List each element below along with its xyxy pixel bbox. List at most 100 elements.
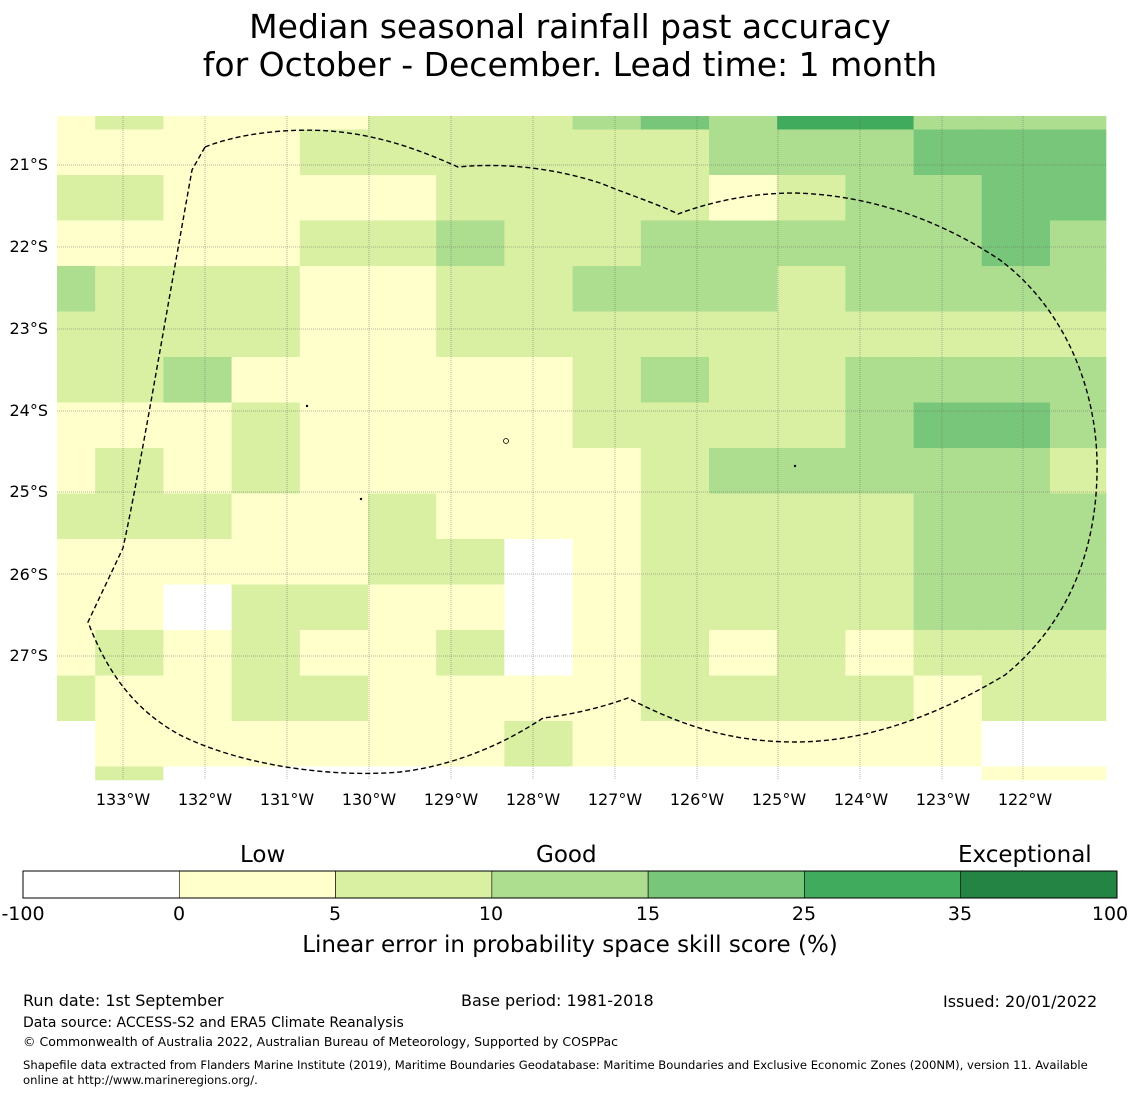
grid-cell — [504, 402, 573, 449]
colorbar-category-low: Low — [240, 842, 286, 868]
grid-cell — [368, 584, 437, 631]
grid-cell — [913, 175, 983, 221]
grid-cell — [572, 402, 642, 449]
grid-cell — [231, 357, 301, 403]
lon-label: 123°W — [915, 790, 971, 809]
grid-cell — [57, 266, 96, 312]
colorbar-swatch — [22, 870, 180, 899]
grid-cell — [299, 584, 369, 631]
grid-cell — [777, 448, 846, 494]
lat-label: 25°S — [9, 482, 48, 501]
grid-cell — [913, 311, 983, 358]
grid-cell — [981, 721, 1051, 767]
grid-cell — [845, 311, 914, 358]
grid-cell — [572, 266, 642, 312]
grid-cell — [436, 266, 505, 312]
lat-label: 22°S — [9, 237, 48, 256]
colorbar-swatch — [335, 870, 493, 899]
grid-cell — [299, 116, 369, 130]
lon-label: 132°W — [177, 790, 233, 809]
grid-cell — [57, 675, 96, 722]
grid-cell — [640, 175, 710, 221]
grid-cell — [777, 129, 846, 176]
grid-cell — [640, 116, 710, 130]
grid-cell — [1050, 175, 1107, 221]
grid-cell — [981, 448, 1051, 494]
grid-cell — [504, 493, 573, 540]
grid-cell — [572, 129, 642, 176]
shapefile-credit-line-1: Shapefile data extracted from Flanders M… — [23, 1058, 1088, 1072]
colorbar — [22, 870, 1118, 899]
grid-cell — [1050, 766, 1107, 781]
lon-label: 131°W — [259, 790, 315, 809]
grid-cell — [299, 402, 369, 449]
grid-cell — [57, 129, 96, 176]
grid-cell — [913, 266, 983, 312]
grid-cell — [709, 402, 778, 449]
eez-boundary — [87, 129, 1098, 775]
grid-cell — [163, 129, 232, 176]
grid-cell — [436, 630, 505, 676]
grid-cell — [981, 175, 1051, 221]
grid-cell — [709, 766, 778, 781]
grid-cell — [1050, 539, 1107, 585]
grid-cell — [1050, 630, 1107, 676]
grid-cell — [436, 766, 505, 781]
grid-cell — [1050, 266, 1107, 312]
lat-label: 21°S — [9, 155, 48, 174]
grid-cell — [640, 630, 710, 676]
grid-cell — [640, 539, 710, 585]
grid-cell — [777, 721, 846, 767]
grid-cell — [640, 129, 710, 176]
grid-cell — [299, 675, 369, 722]
grid-cell — [709, 357, 778, 403]
grid-cell — [436, 357, 505, 403]
lon-label: 122°W — [997, 790, 1053, 809]
grid-cell — [913, 357, 983, 403]
grid-cell — [572, 175, 642, 221]
grid-cell — [231, 721, 301, 767]
grid-cell — [504, 116, 573, 130]
colorbar-swatch — [804, 870, 962, 899]
grid-cell — [299, 266, 369, 312]
grid-cell — [981, 584, 1051, 631]
grid-cell — [709, 493, 778, 540]
grid-cell — [436, 220, 505, 267]
grid-cell — [57, 630, 96, 676]
grid-cell — [368, 675, 437, 722]
grid-cell — [57, 311, 96, 358]
grid-cell — [640, 402, 710, 449]
grid-cell — [504, 766, 573, 781]
copyright: © Commonwealth of Australia 2022, Austra… — [23, 1034, 618, 1049]
grid-cell — [777, 175, 846, 221]
grid-cell — [231, 539, 301, 585]
grid-cell — [981, 675, 1051, 722]
grid-cell — [777, 266, 846, 312]
grid-cell — [572, 675, 642, 722]
grid-cell — [436, 448, 505, 494]
grid-cell — [299, 175, 369, 221]
grid-cell — [913, 493, 983, 540]
grid-cell — [368, 266, 437, 312]
grid-cell — [913, 766, 983, 781]
data-source: Data source: ACCESS-S2 and ERA5 Climate … — [23, 1015, 404, 1031]
grid-cell — [981, 539, 1051, 585]
grid-cell — [368, 220, 437, 267]
grid-cell — [299, 766, 369, 781]
grid-cell — [845, 116, 914, 130]
lon-label: 127°W — [587, 790, 643, 809]
grid-cell — [163, 493, 232, 540]
grid-cell — [504, 266, 573, 312]
grid-cell — [913, 220, 983, 267]
grid-cell — [572, 116, 642, 130]
grid-cell — [845, 129, 914, 176]
grid-cell — [845, 766, 914, 781]
grid-cell — [299, 129, 369, 176]
colorbar-tick: 0 — [172, 903, 186, 925]
grid-cell — [95, 311, 164, 358]
grid-cell — [709, 539, 778, 585]
grid-cell — [504, 630, 573, 676]
colorbar-tick: 5 — [328, 903, 342, 925]
grid-cell — [777, 584, 846, 631]
